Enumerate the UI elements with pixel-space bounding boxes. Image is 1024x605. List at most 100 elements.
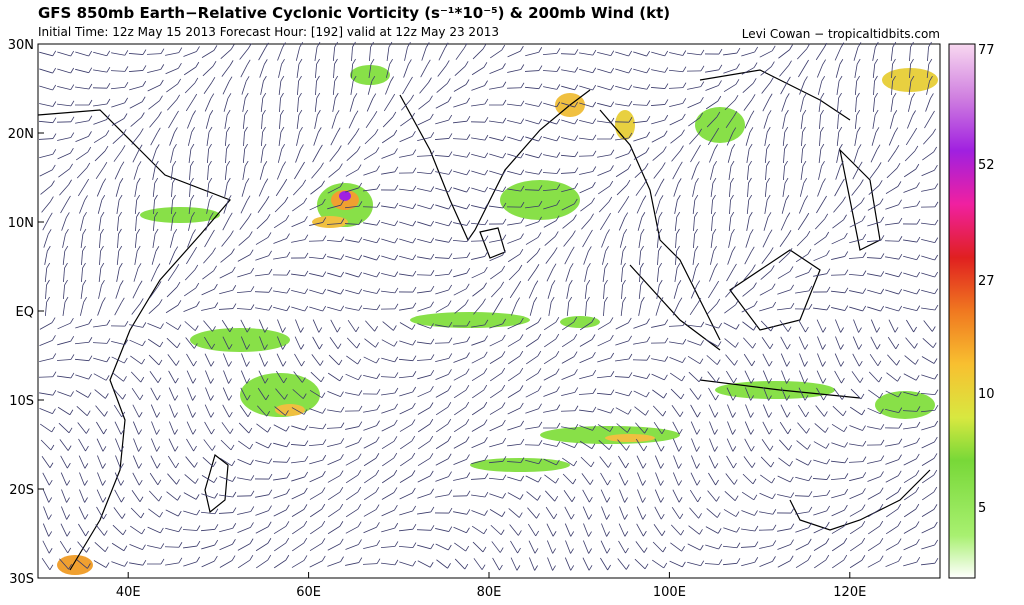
wind-barb [60,455,68,469]
wind-barb [94,542,106,552]
wind-barb-flag [393,341,398,347]
wind-barb-flag [808,303,813,310]
wind-barb [309,222,323,226]
wind-barb-flag [412,339,417,346]
wind-barb-flag [912,110,916,116]
wind-barb-flag [790,492,795,498]
wind-barb [241,183,247,197]
wind-barb-flag [520,475,525,482]
wind-barb [638,234,642,248]
wind-barb [277,47,283,61]
wind-barb [345,442,359,448]
wind-barb [707,371,717,383]
wind-barb [782,165,786,181]
wind-barb-flag [880,235,885,241]
wind-barb [849,220,863,228]
wind-barb-flag [226,143,230,150]
wind-barb [314,63,318,79]
wind-barb [560,53,576,55]
wind-barb [705,323,719,329]
wind-barb-flag [67,445,72,451]
wind-barb [368,64,372,78]
wind-barb [764,200,768,214]
wind-barb-flag [340,199,345,206]
wind-barb-flag [120,297,125,304]
wind-barb [201,475,215,483]
wind-barb-flag [586,279,591,286]
wind-barb [525,355,539,365]
wind-barb-flag [663,562,668,569]
wind-barb-flag [70,335,75,342]
wind-barb [382,321,394,331]
wind-barb [279,114,281,130]
wind-barb [525,237,539,245]
wind-barb-flag [466,472,471,478]
wind-barb-flag [658,279,663,286]
wind-barb-flag [84,195,88,201]
wind-barb [867,542,881,552]
wind-barb-flag [844,251,849,257]
wind-barb [186,438,194,452]
wind-barb-flag [430,150,435,156]
wind-barb [223,200,229,214]
wind-barb-flag [466,186,471,193]
wind-barb [98,285,102,299]
wind-barb-flag [569,263,574,269]
wind-barb-flag [624,497,628,503]
wind-barb-flag [771,477,776,484]
wind-barb-flag [712,211,716,218]
wind-barb [889,115,895,129]
wind-barb-flag [392,111,397,118]
wind-barb-flag [715,280,720,287]
wind-barb-flag [502,99,507,106]
wind-barb [363,238,377,244]
wind-barb-flag [483,282,487,288]
wind-barb-flag [754,46,759,53]
wind-barb [813,559,827,569]
wind-barb-flag [771,45,776,52]
wind-barb [835,64,841,78]
wind-barb-flag [52,67,57,74]
wind-barb-flag [786,212,791,218]
wind-barb-flag [268,458,273,464]
wind-barb-flag [484,491,489,498]
wind-barb [44,301,48,317]
wind-barb-flag [572,478,577,485]
wind-barb-flag [588,531,592,537]
wind-barb-flag [716,512,721,518]
wind-barb [507,153,521,159]
wind-barb [112,372,124,382]
wind-barb [222,387,230,401]
wind-barb-flag [735,299,739,306]
wind-barb-flag [913,326,917,333]
wind-barb [819,131,821,147]
wind-barb-flag [731,144,736,150]
wind-barb [39,68,53,74]
wind-barb [75,51,89,57]
wind-barb [417,493,431,499]
wind-barb-flag [892,58,896,65]
wind-barb [579,321,593,331]
wind-barb [780,404,788,418]
wind-barb [98,268,102,282]
wind-barb [831,542,845,552]
wind-barb-flag [158,495,163,502]
wind-barb-flag [880,305,885,312]
wind-barb [417,238,431,244]
wind-barb-flag [376,183,381,190]
wind-barb-flag [321,538,326,544]
wind-barb-flag [158,299,163,305]
wind-barb [489,493,503,499]
wind-barb [114,421,122,435]
wind-barb [618,472,626,486]
wind-barb-flag [266,214,271,220]
wind-barb [778,457,790,467]
wind-barb [759,288,773,296]
wind-barb-flag [444,42,449,48]
wind-barb-flag [574,183,579,189]
wind-barb-flag [244,92,249,99]
wind-barb [166,491,178,501]
wind-barb-flag [538,47,543,53]
wind-barb-flag [194,325,199,331]
wind-barb-flag [317,127,322,133]
